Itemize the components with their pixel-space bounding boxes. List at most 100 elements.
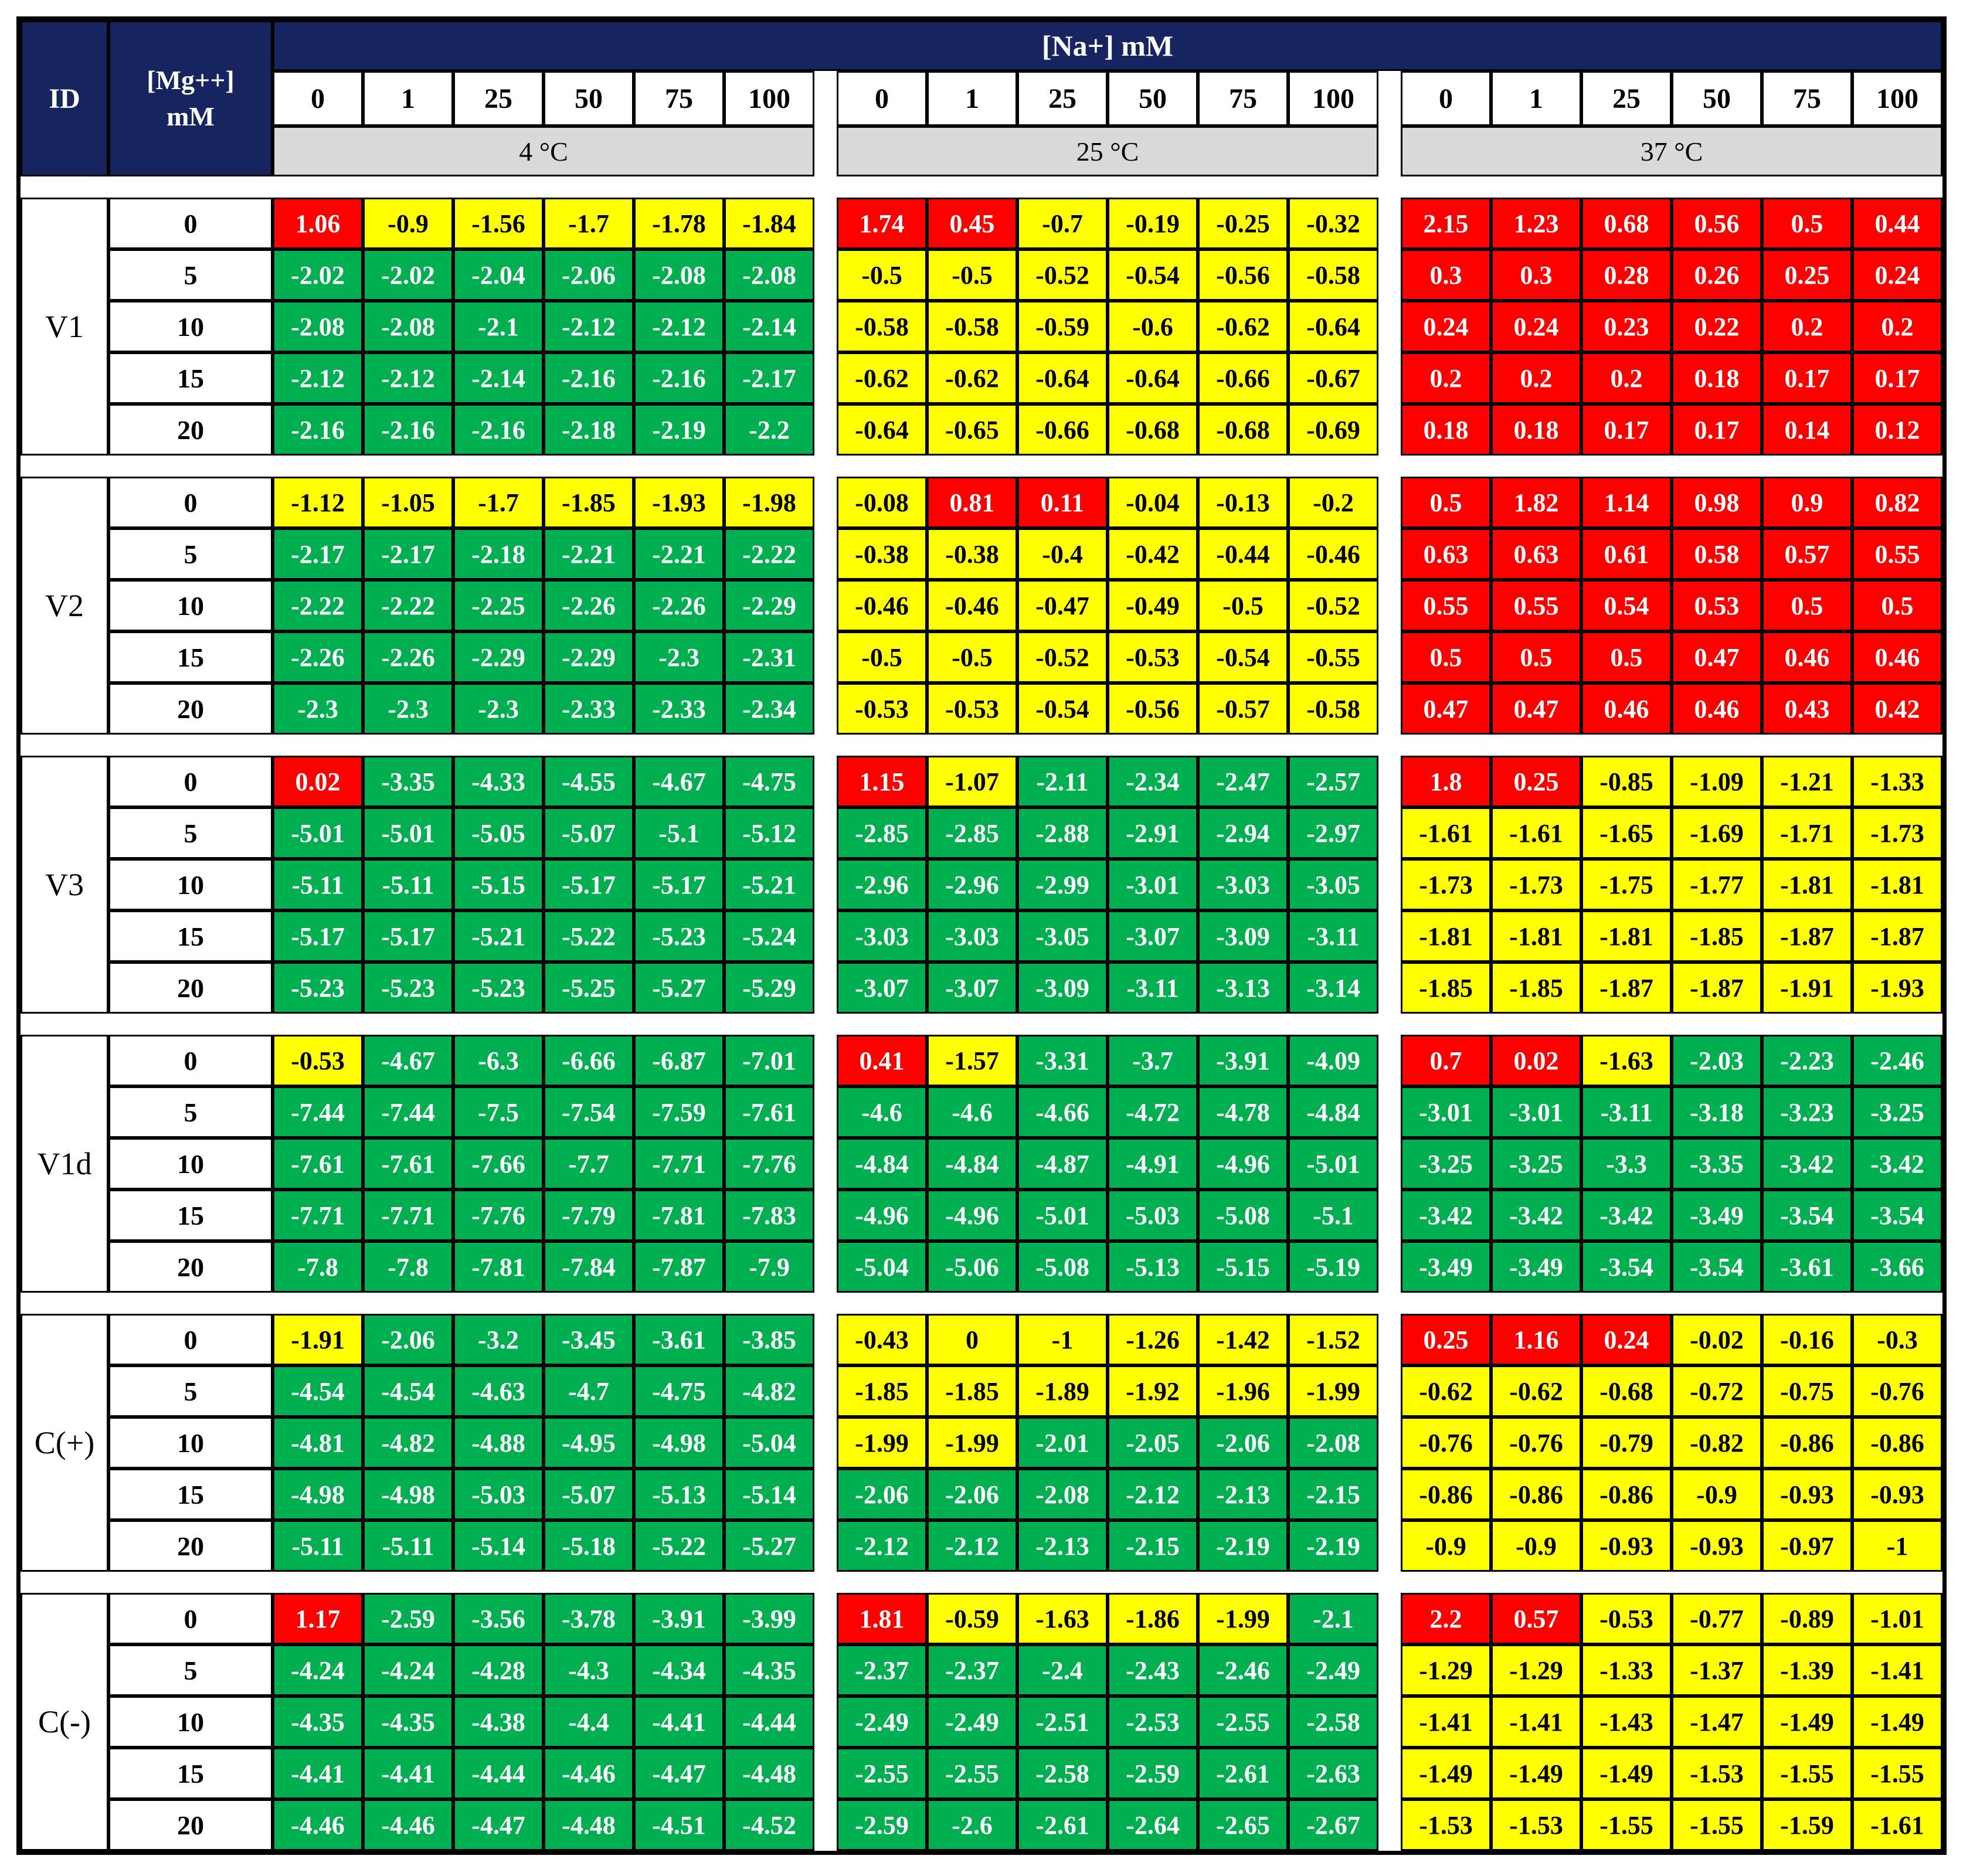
value-cell: -0.86 — [1491, 1469, 1581, 1520]
value-cell: -0.89 — [1762, 1593, 1852, 1644]
value-cell: -0.93 — [1852, 1469, 1942, 1520]
value-cell: -5.1 — [634, 807, 724, 859]
value-cell: 0.02 — [1491, 1035, 1581, 1086]
value-cell: -1.81 — [1491, 910, 1581, 962]
value-cell: -1.41 — [1401, 1696, 1491, 1748]
value-cell: -4.98 — [634, 1417, 724, 1469]
value-cell: -0.43 — [837, 1314, 927, 1365]
value-cell: -4.33 — [453, 756, 544, 807]
value-cell: -0.58 — [1288, 683, 1378, 735]
value-cell: -0.62 — [1491, 1365, 1581, 1417]
value-cell: -4.67 — [634, 756, 724, 807]
value-cell: 0.22 — [1672, 301, 1762, 352]
value-cell: -0.62 — [927, 352, 1017, 404]
na-conc-header: 0 — [1401, 71, 1491, 126]
value-cell: -6.66 — [544, 1035, 634, 1086]
value-cell: -6.87 — [634, 1035, 724, 1086]
value-cell: -0.9 — [363, 198, 453, 249]
temperature-header: 4 °C — [273, 126, 814, 176]
value-cell: -1.55 — [1672, 1799, 1762, 1851]
value-cell: -1.49 — [1581, 1748, 1672, 1799]
value-cell: -2.08 — [1017, 1469, 1108, 1520]
value-cell: 1.15 — [837, 756, 927, 807]
value-cell: -0.82 — [1672, 1417, 1762, 1469]
value-cell: -2.91 — [1108, 807, 1198, 859]
value-cell: -2.12 — [634, 301, 724, 352]
value-cell: -0.93 — [1581, 1520, 1672, 1572]
na-conc-header: 0 — [837, 71, 927, 126]
value-cell: -1.21 — [1762, 756, 1852, 807]
value-cell: -7.87 — [634, 1241, 724, 1293]
value-cell: -2.3 — [453, 683, 544, 735]
value-cell: -3.66 — [1852, 1241, 1942, 1293]
value-cell: -2.14 — [453, 352, 544, 404]
value-cell: -0.54 — [1198, 631, 1288, 683]
value-cell: -2.43 — [1108, 1644, 1198, 1696]
value-cell: -2.19 — [1288, 1520, 1378, 1572]
value-cell: 0.02 — [273, 756, 363, 807]
na-conc-header: 25 — [1581, 71, 1672, 126]
value-cell: -7.8 — [273, 1241, 363, 1293]
value-cell: -0.76 — [1852, 1365, 1942, 1417]
value-cell: -4.24 — [273, 1644, 363, 1696]
na-conc-header: 1 — [927, 71, 1017, 126]
value-cell: -5.11 — [363, 1520, 453, 1572]
value-cell: -3.42 — [1762, 1138, 1852, 1190]
value-cell: -0.86 — [1852, 1417, 1942, 1469]
value-cell: -1.49 — [1401, 1748, 1491, 1799]
value-cell: -0.93 — [1672, 1520, 1762, 1572]
value-cell: -3.3 — [1581, 1138, 1672, 1190]
value-cell: -1.52 — [1288, 1314, 1378, 1365]
value-cell: -2.94 — [1198, 807, 1288, 859]
mg-value: 20 — [108, 683, 273, 735]
value-cell: -1.01 — [1852, 1593, 1942, 1644]
value-cell: -0.47 — [1017, 580, 1108, 631]
value-cell: -2.1 — [453, 301, 544, 352]
value-cell: 0.61 — [1581, 528, 1672, 580]
value-cell: 0.28 — [1581, 249, 1672, 301]
value-cell: -1.91 — [1762, 962, 1852, 1014]
value-cell: -3.42 — [1401, 1190, 1491, 1241]
value-cell: -3.25 — [1491, 1138, 1581, 1190]
value-cell: -4.82 — [363, 1417, 453, 1469]
mg-value: 15 — [108, 1748, 273, 1799]
value-cell: -1.89 — [1017, 1365, 1108, 1417]
column-separator — [814, 71, 837, 1851]
value-cell: -2.16 — [453, 404, 544, 456]
value-cell: -7.83 — [724, 1190, 814, 1241]
value-cell: 0.2 — [1762, 301, 1852, 352]
na-conc-header: 1 — [363, 71, 453, 126]
value-cell: -1.87 — [1852, 910, 1942, 962]
value-cell: -2.53 — [1108, 1696, 1198, 1748]
group-gap — [21, 456, 1942, 477]
value-cell: 0.24 — [1401, 301, 1491, 352]
value-cell: -4.41 — [363, 1748, 453, 1799]
value-cell: -3.42 — [1491, 1190, 1581, 1241]
value-cell: -7.44 — [273, 1086, 363, 1138]
temperature-header: 37 °C — [1401, 126, 1942, 176]
value-cell: 0.17 — [1581, 404, 1672, 456]
value-cell: 0.23 — [1581, 301, 1672, 352]
value-cell: 0.17 — [1762, 352, 1852, 404]
value-cell: -3.09 — [1198, 910, 1288, 962]
value-cell: -1.55 — [1762, 1748, 1852, 1799]
na-conc-header: 25 — [1017, 71, 1108, 126]
value-cell: -7.71 — [634, 1138, 724, 1190]
value-cell: -0.76 — [1491, 1417, 1581, 1469]
value-cell: -0.52 — [1288, 580, 1378, 631]
value-cell: -0.46 — [837, 580, 927, 631]
value-cell: -1.81 — [1581, 910, 1672, 962]
value-cell: -0.69 — [1288, 404, 1378, 456]
value-cell: -1.81 — [1401, 910, 1491, 962]
value-cell: 0.53 — [1672, 580, 1762, 631]
mg-value: 15 — [108, 1190, 273, 1241]
value-cell: -0.52 — [1017, 249, 1108, 301]
value-cell: -4.7 — [544, 1365, 634, 1417]
value-cell: -1.78 — [634, 198, 724, 249]
value-cell: -5.21 — [453, 910, 544, 962]
value-cell: -3.35 — [1672, 1138, 1762, 1190]
value-cell: 0.24 — [1581, 1314, 1672, 1365]
value-cell: -1.05 — [363, 477, 453, 528]
value-cell: 0.18 — [1401, 404, 1491, 456]
